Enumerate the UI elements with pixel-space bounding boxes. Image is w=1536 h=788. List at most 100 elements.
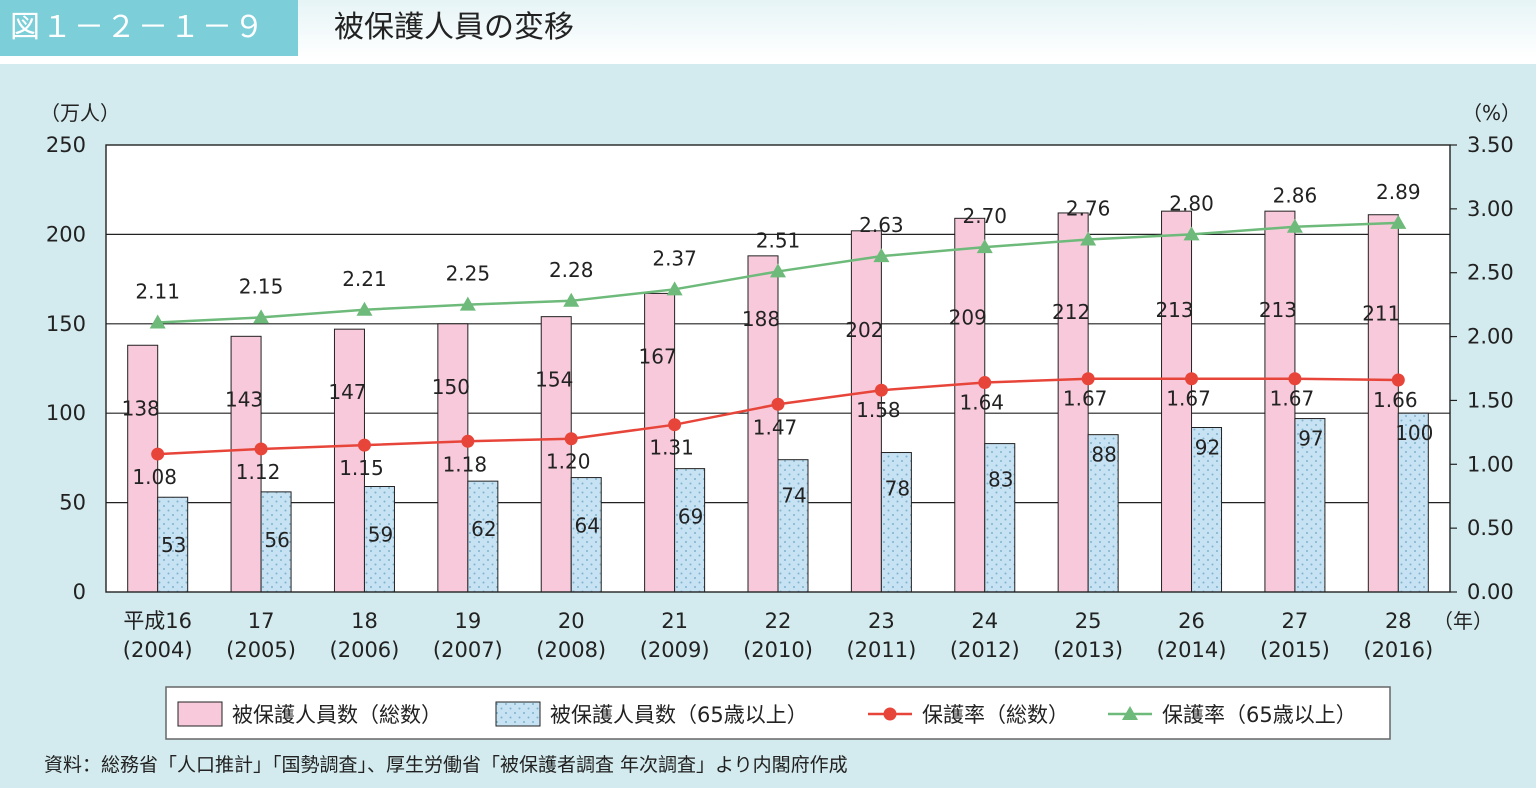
bar-65plus-value-label: 69 [678, 505, 703, 529]
y-right-tick-label: 1.50 [1467, 388, 1514, 412]
axes: 0 50 100 150 200 250 0.00 0.50 1.00 1.50 2.00 2.50 3… [40, 101, 1521, 662]
bar-65plus-value-label: 62 [471, 517, 496, 541]
x-tick-label-era: 23 [868, 609, 895, 633]
rate-65plus-value-label: 2.80 [1169, 191, 1214, 215]
x-tick-label-year: (2008) [536, 638, 606, 662]
marker-rate-65plus [1080, 231, 1097, 246]
x-tick-label-era: 26 [1178, 609, 1205, 633]
marker-rate-65plus [873, 248, 890, 263]
bar-65plus-value-label: 53 [161, 533, 186, 557]
rate-65plus-value-label: 2.21 [342, 267, 387, 291]
bar-65plus [157, 496, 189, 593]
rate-total-value-label: 1.66 [1373, 388, 1418, 412]
lines [149, 214, 1407, 461]
legend-label-65plus-bar: 被保護人員数（65歳以上） [550, 703, 808, 727]
bar-total [644, 292, 676, 593]
marker-rate-65plus [459, 296, 476, 311]
y-right-tick-label: 2.00 [1467, 325, 1514, 349]
bar-total-value-label: 188 [742, 307, 780, 331]
y-left-unit-label: （万人） [40, 101, 120, 125]
bar-65plus [1294, 418, 1326, 593]
marker-rate-65plus [149, 314, 166, 329]
rate-65plus-value-label: 2.37 [652, 246, 697, 270]
legend-swatch-65plus-bar [495, 701, 541, 727]
data-labels: 138 143 147 150 154 167 188 202 209 212 213 213 211 5… [122, 180, 1434, 557]
bar-total [747, 255, 779, 593]
marker-rate-total [357, 438, 371, 452]
x-tick-label-era: 25 [1075, 609, 1102, 633]
x-tick-label-era: 17 [248, 609, 275, 633]
x-tick-label-era: 18 [351, 609, 378, 633]
bar-total-value-label: 209 [949, 305, 987, 329]
x-tick-label-year: (2010) [743, 638, 813, 662]
bar-65plus-value-label: 74 [781, 484, 806, 508]
legend-swatch-total-bar [177, 701, 223, 727]
bar-total [437, 323, 469, 593]
plot-frame [105, 144, 1451, 593]
bar-total-value-label: 138 [122, 396, 160, 420]
bar-total-value-label: 143 [225, 387, 263, 411]
marker-rate-total [874, 383, 888, 397]
rate-65plus-value-label: 2.76 [1066, 197, 1111, 221]
rate-65plus-value-label: 2.63 [859, 213, 904, 237]
rate-total-value-label: 1.67 [1270, 387, 1315, 411]
bar-total-value-label: 147 [328, 380, 366, 404]
bar-65plus [984, 443, 1016, 593]
y-left-tick-label: 100 [46, 401, 86, 425]
legend-label-rate-total: 保護率（総数） [922, 703, 1069, 727]
x-tick-label-year: (2005) [226, 638, 296, 662]
rate-total-value-label: 1.58 [856, 398, 901, 422]
marker-rate-65plus [1183, 226, 1200, 241]
bar-total-value-label: 167 [639, 344, 677, 368]
rate-total-value-label: 1.20 [546, 450, 591, 474]
marker-rate-65plus [1286, 218, 1303, 233]
marker-rate-total [254, 442, 268, 456]
bar-total-value-label: 202 [845, 318, 883, 342]
marker-rate-total [668, 418, 682, 432]
rate-65plus-value-label: 2.70 [963, 204, 1008, 228]
marker-rate-total [564, 432, 578, 446]
legend-swatch-rate-65plus-marker [1122, 706, 1138, 720]
y-right-tick-label: 1.00 [1467, 452, 1514, 476]
x-tick-label-era: 20 [558, 609, 585, 633]
bar-65plus-value-label: 83 [988, 468, 1013, 492]
marker-rate-65plus [666, 281, 683, 296]
legend-box [165, 686, 1391, 740]
y-left-tick-label: 50 [59, 491, 86, 515]
x-tick-label-year: (2009) [640, 638, 710, 662]
marker-rate-65plus [356, 301, 373, 316]
x-tick-label-era: 28 [1385, 609, 1412, 633]
bar-total [127, 344, 159, 593]
rate-total-value-label: 1.67 [1063, 387, 1108, 411]
bar-total-value-label: 211 [1362, 302, 1400, 326]
rate-total-value-label: 1.47 [753, 415, 798, 439]
bar-total [540, 316, 572, 593]
bar-65plus-value-label: 59 [368, 523, 393, 547]
x-tick-label-era: 21 [661, 609, 688, 633]
marker-rate-total [771, 397, 785, 411]
rate-total-value-label: 1.67 [1166, 387, 1211, 411]
figure-number-label: 図１－２－１－９ [0, 0, 298, 56]
x-tick-label-year: (2016) [1363, 638, 1433, 662]
y-right-tick-label: 0.00 [1467, 580, 1514, 604]
marker-rate-total [1081, 372, 1095, 386]
marker-rate-total [151, 447, 165, 461]
bar-total-value-label: 212 [1052, 300, 1090, 324]
rate-total-value-label: 1.64 [960, 391, 1005, 415]
x-tick-label-year: (2004) [123, 638, 193, 662]
x-tick-label-era: 24 [971, 609, 998, 633]
bar-65plus-value-label: 97 [1298, 427, 1323, 451]
y-left-tick-label: 200 [46, 222, 86, 246]
marker-rate-65plus [976, 239, 993, 254]
bar-total [1367, 214, 1399, 593]
bars [127, 210, 1429, 593]
bar-total-value-label: 150 [432, 375, 470, 399]
marker-rate-total [978, 376, 992, 390]
bar-65plus [777, 459, 809, 593]
x-tick-label-era: 22 [765, 609, 792, 633]
x-tick-label-era: 平成16 [123, 609, 192, 633]
x-tick-label-year: (2012) [950, 638, 1020, 662]
y-right-tick-label: 2.50 [1467, 261, 1514, 285]
source-note: 資料：総務省「人口推計」「国勢調査」、厚生労働省「被保護者調査 年次調査」より内… [44, 754, 848, 776]
